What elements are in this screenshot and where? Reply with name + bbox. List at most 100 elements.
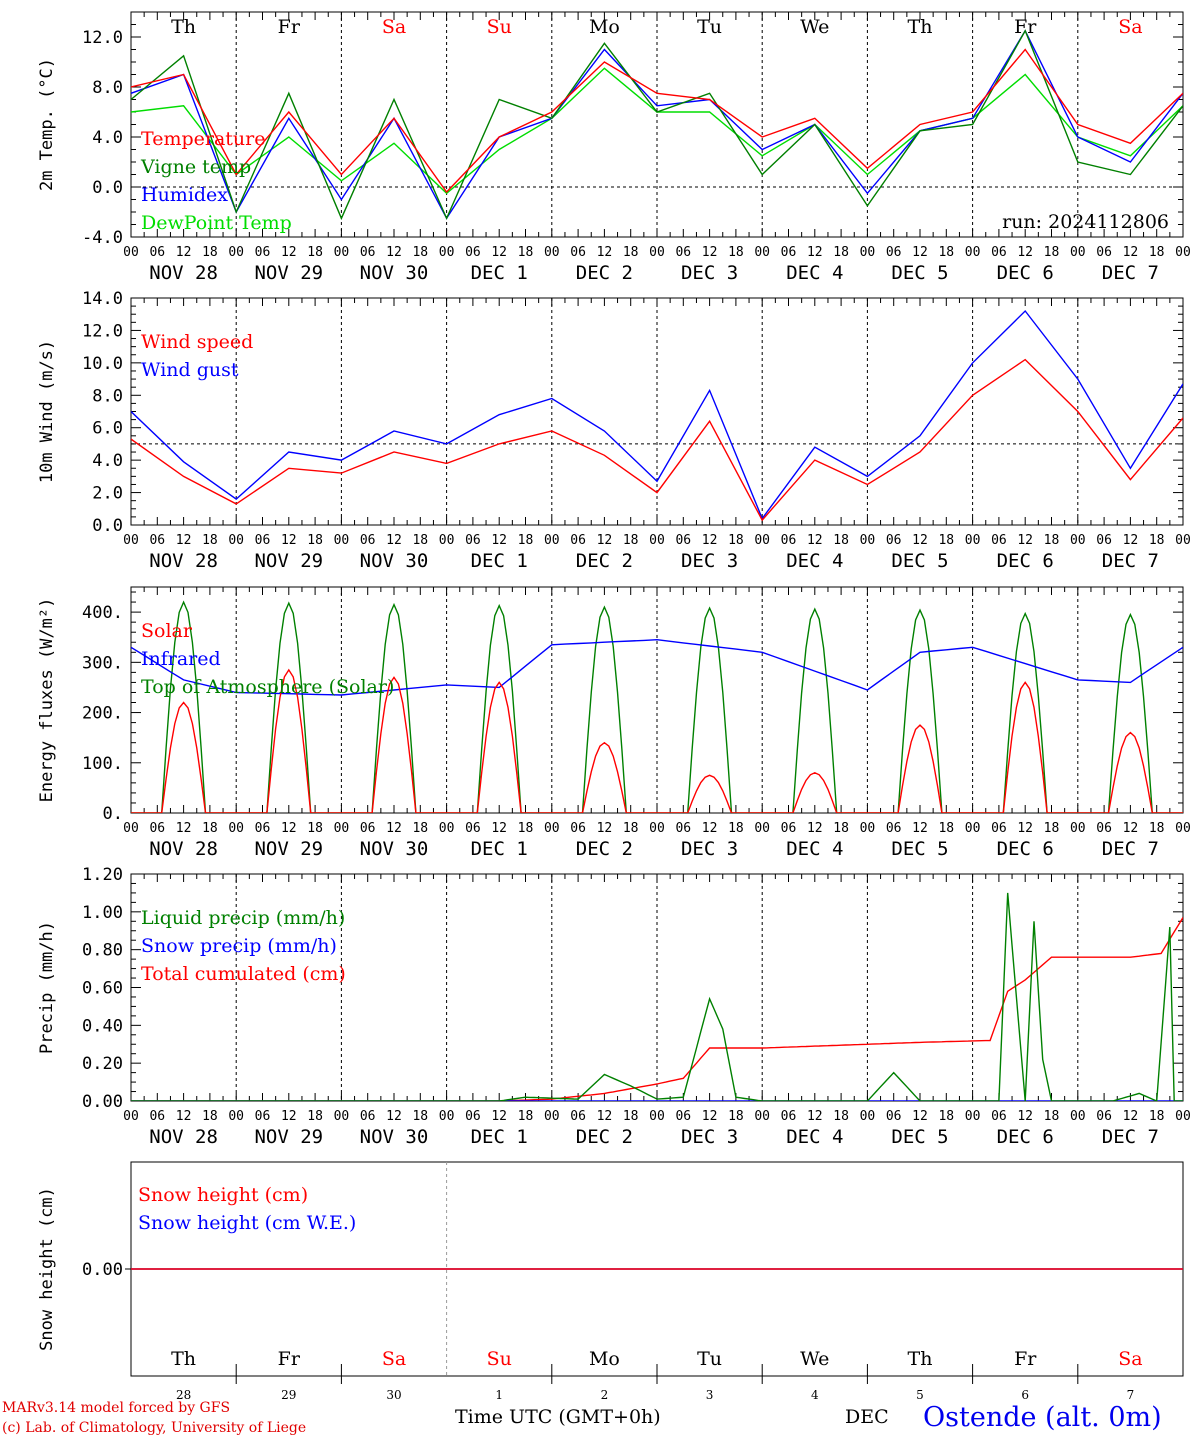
hour-label: 18 <box>518 1109 534 1124</box>
day-number: 3 <box>706 1388 714 1402</box>
hour-label: 06 <box>675 245 691 260</box>
hour-label: 12 <box>912 1109 928 1124</box>
day-number: 2 <box>601 1388 609 1402</box>
hour-label: 12 <box>807 1109 823 1124</box>
y-tick-label: 0.40 <box>82 1016 123 1036</box>
date-label: NOV 28 <box>149 550 218 572</box>
weekday-label: Th <box>171 16 196 38</box>
date-label: NOV 28 <box>149 838 218 860</box>
date-label: DEC 6 <box>997 1126 1054 1148</box>
run-annotation: run: 2024112806 <box>1002 211 1169 233</box>
hour-label: 00 <box>1175 245 1191 260</box>
day-number: 5 <box>916 1388 924 1402</box>
legend-dewpoint-temp: DewPoint Temp <box>141 212 292 234</box>
date-label: DEC 5 <box>891 550 948 572</box>
y-tick-label: 0.80 <box>82 941 123 961</box>
hour-label: 06 <box>991 533 1007 548</box>
hour-label: 06 <box>886 821 902 836</box>
hour-label: 00 <box>860 533 876 548</box>
hour-label: 12 <box>491 1109 507 1124</box>
weekday-label: Sa <box>1118 16 1142 38</box>
hour-label: 00 <box>754 533 770 548</box>
y-tick-label: 1.00 <box>82 903 123 923</box>
series-group <box>131 892 1183 1101</box>
day-number: 1 <box>495 1388 503 1402</box>
hour-label: 06 <box>781 821 797 836</box>
hour-label: 18 <box>833 245 849 260</box>
y-tick-label: -4.0 <box>82 228 123 248</box>
hour-label: 18 <box>307 245 323 260</box>
hour-label: 18 <box>202 1109 218 1124</box>
hour-label: 12 <box>1123 245 1139 260</box>
hour-label: 12 <box>491 533 507 548</box>
hour-label: 18 <box>1044 245 1060 260</box>
hour-label: 18 <box>938 1109 954 1124</box>
hour-label: 12 <box>1017 1109 1033 1124</box>
hour-label: 18 <box>1149 245 1165 260</box>
day-number: 4 <box>811 1388 819 1402</box>
hour-label: 12 <box>281 245 297 260</box>
y-axis-title: 10m Wind (m/s) <box>37 340 57 483</box>
date-label: DEC 6 <box>997 550 1054 572</box>
hour-label: 18 <box>1044 1109 1060 1124</box>
weekday-label: Mo <box>589 1348 620 1370</box>
station-label: Ostende (alt. 0m) <box>923 1402 1162 1433</box>
hour-label: 12 <box>702 1109 718 1124</box>
hour-label: 00 <box>228 245 244 260</box>
hour-label: 18 <box>307 533 323 548</box>
liquid-precip-mm-h-line <box>131 892 1183 1101</box>
y-tick-label: 0.00 <box>82 1260 123 1280</box>
legend-wind-gust: Wind gust <box>141 359 239 381</box>
hour-label: 06 <box>465 533 481 548</box>
hour-label: 18 <box>1044 533 1060 548</box>
hour-label: 12 <box>386 1109 402 1124</box>
hour-label: 00 <box>544 821 560 836</box>
legend-solar: Solar <box>141 620 193 642</box>
hour-label: 06 <box>1096 1109 1112 1124</box>
y-tick-label: 300. <box>82 653 123 673</box>
hour-label: 18 <box>1149 1109 1165 1124</box>
hour-label: 18 <box>307 821 323 836</box>
date-label: NOV 30 <box>360 262 429 284</box>
hour-label: 00 <box>123 245 139 260</box>
lab-credit: (c) Lab. of Climatology, University of L… <box>2 1420 307 1436</box>
weekday-label: Sa <box>382 1348 406 1370</box>
hour-label: 00 <box>439 821 455 836</box>
hour-label: 00 <box>1070 533 1086 548</box>
date-label: NOV 30 <box>360 838 429 860</box>
y-axis-title: Snow height (cm) <box>37 1187 57 1351</box>
hour-label: 06 <box>675 1109 691 1124</box>
y-tick-label: 8.0 <box>92 78 123 98</box>
hour-label: 12 <box>176 821 192 836</box>
hour-label: 00 <box>1070 1109 1086 1124</box>
date-label: NOV 30 <box>360 550 429 572</box>
day-number: 6 <box>1021 1388 1029 1402</box>
date-label: DEC 3 <box>681 1126 738 1148</box>
date-label: DEC 5 <box>891 838 948 860</box>
weekday-label: Mo <box>589 16 620 38</box>
hour-label: 12 <box>1017 533 1033 548</box>
hour-label: 12 <box>807 821 823 836</box>
weekday-label: Fr <box>278 1348 301 1370</box>
hour-label: 18 <box>728 533 744 548</box>
hour-label: 00 <box>754 1109 770 1124</box>
hour-label: 00 <box>965 533 981 548</box>
date-label: DEC 1 <box>471 262 528 284</box>
hour-label: 18 <box>728 1109 744 1124</box>
hour-label: 00 <box>439 533 455 548</box>
hour-label: 00 <box>754 245 770 260</box>
vigne-temp-line <box>131 29 1183 221</box>
date-label: DEC 1 <box>471 838 528 860</box>
hour-label: 12 <box>702 533 718 548</box>
series-group <box>131 600 1183 813</box>
hour-label: 06 <box>1096 821 1112 836</box>
date-label: DEC 5 <box>891 1126 948 1148</box>
weekday-label: We <box>800 16 829 38</box>
solar-line <box>131 668 1183 813</box>
hour-label: 00 <box>965 821 981 836</box>
date-label: DEC 7 <box>1102 1126 1159 1148</box>
hour-label: 12 <box>597 533 613 548</box>
hour-label: 12 <box>1017 245 1033 260</box>
hour-label: 00 <box>439 1109 455 1124</box>
y-axis-title: Energy fluxes (W/m²) <box>37 598 57 803</box>
